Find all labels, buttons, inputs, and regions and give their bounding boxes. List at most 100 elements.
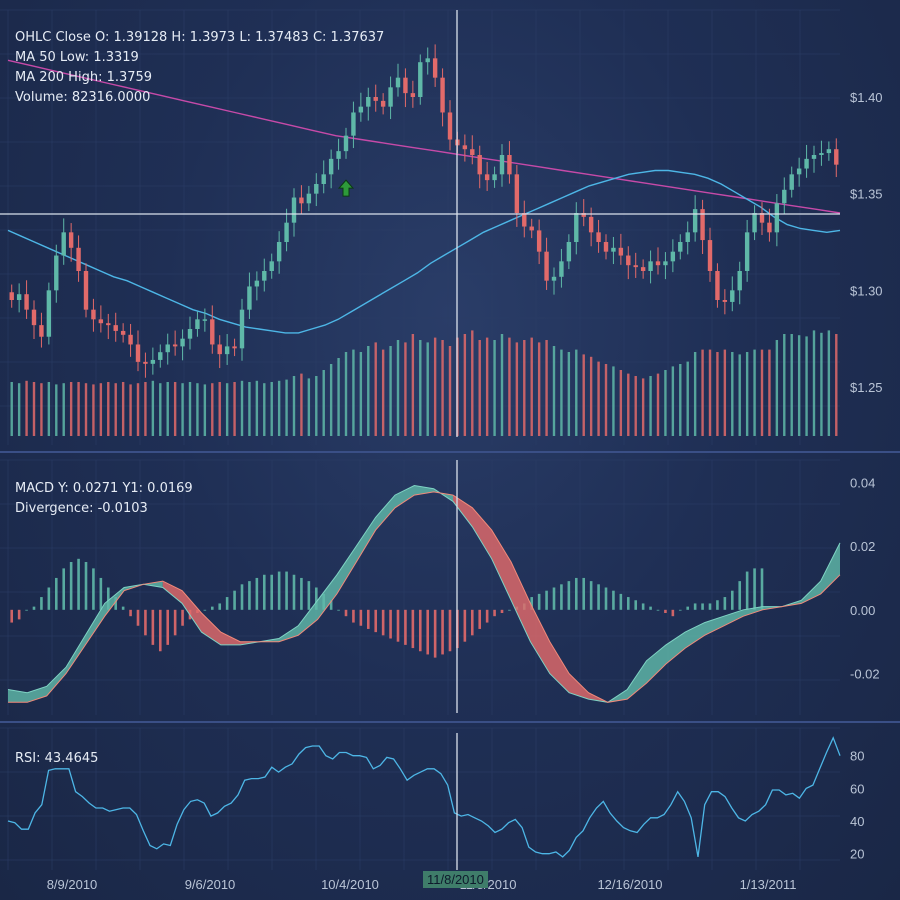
candle-body	[321, 174, 326, 184]
macd-hist-bar	[656, 609, 660, 611]
candle-body	[202, 319, 208, 321]
candle-body	[692, 209, 698, 233]
candle-body	[46, 290, 52, 337]
candle-body	[492, 174, 497, 181]
candle-body	[165, 344, 170, 353]
volume-bar	[619, 370, 623, 436]
macd-hist-bar	[173, 609, 177, 636]
candle-body	[470, 149, 475, 155]
volume-bar	[10, 382, 13, 436]
x-axis: 8/9/2010 9/6/2010 10/4/2010 11/8/2010 12/16/…	[47, 877, 797, 892]
macd-hist-bar	[567, 581, 571, 610]
volume-bar	[508, 337, 511, 436]
macd-hist-bar	[396, 609, 400, 642]
rsi-tick-label: 80	[850, 749, 864, 764]
macd-hist-bar	[433, 609, 437, 658]
volume-bar	[69, 382, 73, 436]
volume-bar	[411, 334, 415, 436]
volume-bar	[114, 383, 117, 436]
volume-bar	[404, 342, 407, 436]
volume-bar	[805, 336, 808, 436]
volume-bar	[641, 378, 645, 436]
candle-body	[269, 261, 274, 271]
candle-body	[306, 193, 312, 204]
macd-hist-bar	[181, 609, 184, 626]
ma200-path	[7, 59, 841, 214]
macd-hist-bar	[493, 609, 496, 617]
volume-bar	[686, 361, 689, 436]
volume-bar	[612, 366, 615, 436]
candle-body	[68, 232, 74, 248]
candle-body	[291, 197, 297, 223]
macd-hist-bar	[760, 568, 764, 610]
volume-bar	[315, 376, 318, 436]
volume-bar	[493, 340, 496, 436]
candle-body	[403, 77, 408, 94]
macd-hist-bar	[582, 577, 586, 610]
volume-bar	[797, 335, 801, 436]
candle-body	[128, 334, 133, 345]
volume-bar	[255, 380, 259, 436]
volume-bar	[433, 337, 437, 436]
candle-body	[477, 155, 482, 175]
macd-hist-bar	[463, 609, 467, 642]
volume-bar	[567, 352, 571, 436]
candle-body	[195, 319, 200, 329]
candle-body	[789, 174, 794, 190]
candle-body	[447, 112, 453, 140]
macd-hist-bar	[448, 609, 452, 652]
macd-hist-bar	[62, 568, 66, 610]
candle-body	[707, 240, 713, 271]
candle-body	[262, 271, 267, 281]
candle-body	[217, 344, 222, 355]
volume-bar	[552, 346, 556, 436]
volume-bar	[649, 376, 652, 436]
macd-band-segment	[162, 581, 260, 645]
macd-hist-bar	[441, 609, 444, 655]
volume-bar	[129, 384, 132, 436]
candle-body	[83, 271, 89, 310]
macd-hist-bar	[92, 568, 95, 610]
volume-bar	[381, 349, 385, 436]
volume-bar	[62, 383, 65, 436]
macd-hist-bar	[121, 606, 125, 610]
candle-body	[603, 242, 609, 252]
volume-bar	[835, 334, 838, 436]
volume-bar	[367, 346, 370, 436]
candle-body	[328, 158, 334, 175]
candle-body	[529, 226, 534, 231]
volume-bar	[292, 376, 296, 436]
volume-bar	[277, 380, 281, 436]
candle-body	[596, 232, 601, 242]
macd-hist-bar	[500, 609, 504, 613]
candle-body	[180, 338, 185, 347]
macd-histogram	[10, 558, 764, 658]
macd-hist-bar	[753, 568, 756, 610]
ma200-line	[7, 59, 841, 214]
price-tick-label: $1.30	[850, 283, 883, 298]
macd-hist-bar	[99, 577, 103, 610]
macd-hist-bar	[300, 577, 303, 610]
macd-hist-bar	[641, 603, 645, 610]
x-tick-label: 12/16/2010	[597, 877, 662, 892]
volume-bar	[820, 332, 823, 436]
buy-arrow-icon	[337, 179, 355, 197]
volume-bar	[47, 382, 51, 436]
macd-hist-bar	[337, 609, 340, 611]
candle-body	[120, 330, 126, 335]
volume-bar	[263, 383, 266, 436]
macd-hist-bar	[69, 562, 73, 610]
volume-bar	[211, 383, 214, 436]
volume-bar	[760, 349, 764, 436]
volume-bar	[426, 342, 429, 436]
candle-body	[507, 155, 512, 175]
volume-bar	[144, 382, 147, 436]
candle-body	[150, 359, 156, 364]
volume-bar	[270, 382, 273, 436]
macd-hist-bar	[114, 597, 118, 610]
volume-bar	[634, 376, 637, 436]
candle-body	[425, 58, 430, 63]
candle-body	[834, 149, 839, 165]
